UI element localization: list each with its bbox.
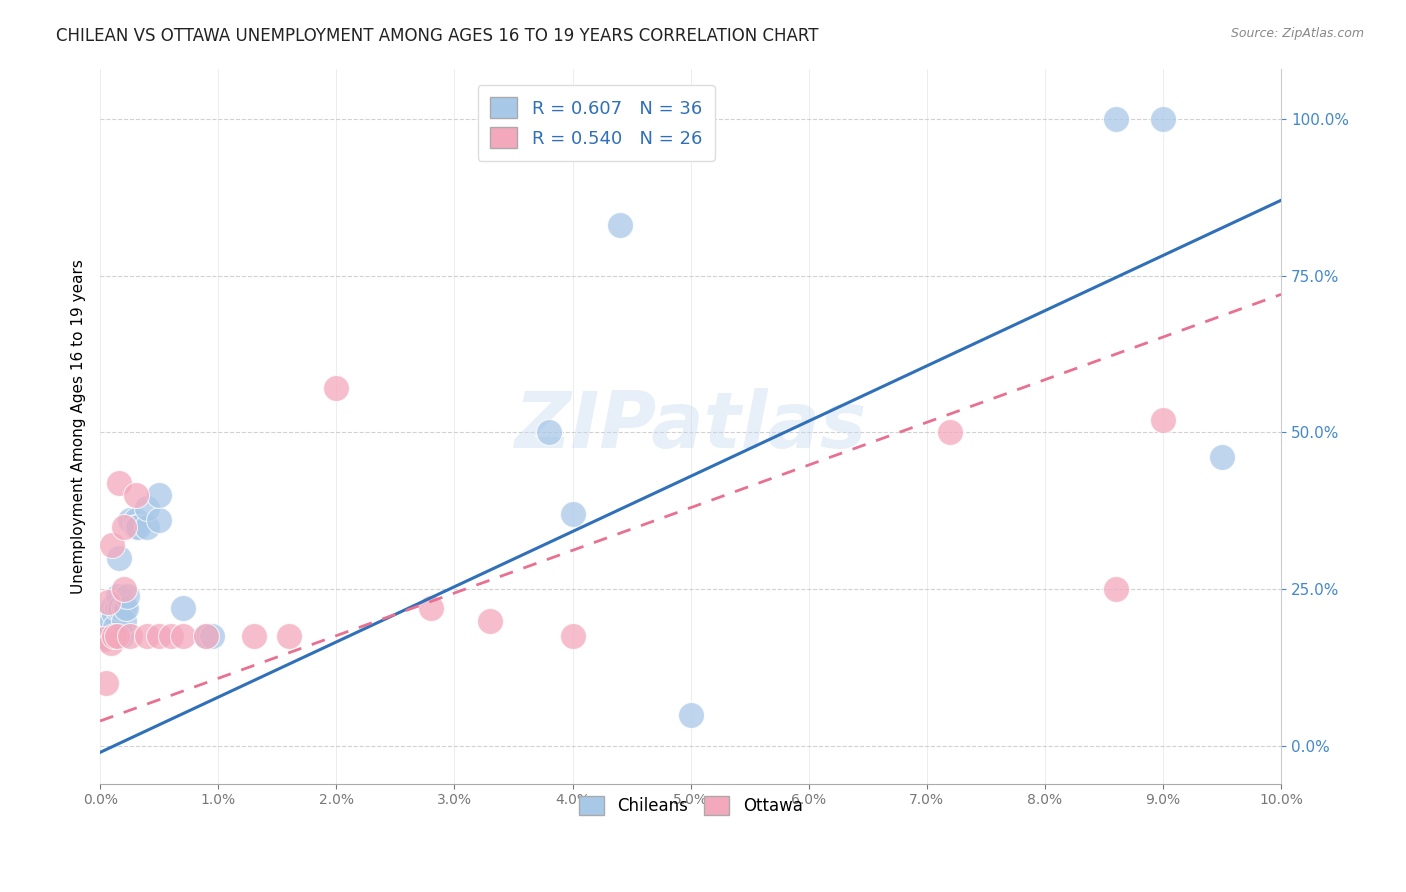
Point [94,676,117,690]
Point [100,635,122,649]
Point [124,488,146,502]
Point [101,538,124,552]
Point [94,626,117,640]
Point [160,629,183,643]
Point [105,629,128,643]
Point [939,425,962,440]
Point [104,620,127,634]
Text: Source: ZipAtlas.com: Source: ZipAtlas.com [1230,27,1364,40]
Point [108,475,131,490]
Point [97,614,120,628]
Point [108,601,131,615]
Point [136,519,159,533]
Point [278,629,301,643]
Point [107,589,129,603]
Point [1105,582,1128,597]
Point [679,707,702,722]
Point [242,629,264,643]
Point [112,614,135,628]
Point [561,507,583,521]
Point [419,601,441,615]
Point [112,601,135,615]
Point [112,519,135,533]
Point [136,629,159,643]
Text: ZIPatlas: ZIPatlas [515,388,866,464]
Point [112,582,135,597]
Point [325,382,347,396]
Point [148,513,170,527]
Point [1105,112,1128,126]
Point [172,629,194,643]
Point [561,629,583,643]
Point [105,601,128,615]
Point [98,620,121,634]
Point [537,425,560,440]
Point [101,601,124,615]
Point [148,629,170,643]
Point [195,629,218,643]
Point [108,550,131,565]
Point [148,488,170,502]
Point [1211,450,1233,465]
Y-axis label: Unemployment Among Ages 16 to 19 years: Unemployment Among Ages 16 to 19 years [72,259,86,593]
Point [195,629,218,643]
Point [124,513,146,527]
Point [172,601,194,615]
Point [118,513,141,527]
Point [117,589,139,603]
Point [101,614,124,628]
Point [103,607,125,622]
Point [93,632,115,647]
Point [115,601,138,615]
Point [103,629,125,643]
Point [127,519,149,533]
Point [124,519,146,533]
Point [97,595,120,609]
Point [1152,413,1174,427]
Point [1152,112,1174,126]
Point [609,219,631,233]
Point [136,500,159,515]
Text: CHILEAN VS OTTAWA UNEMPLOYMENT AMONG AGES 16 TO 19 YEARS CORRELATION CHART: CHILEAN VS OTTAWA UNEMPLOYMENT AMONG AGE… [56,27,818,45]
Point [118,629,141,643]
Point [201,629,224,643]
Legend: Chileans, Ottawa: Chileans, Ottawa [568,786,813,825]
Point [478,614,501,628]
Point [93,629,115,643]
Point [110,629,132,643]
Point [100,607,122,622]
